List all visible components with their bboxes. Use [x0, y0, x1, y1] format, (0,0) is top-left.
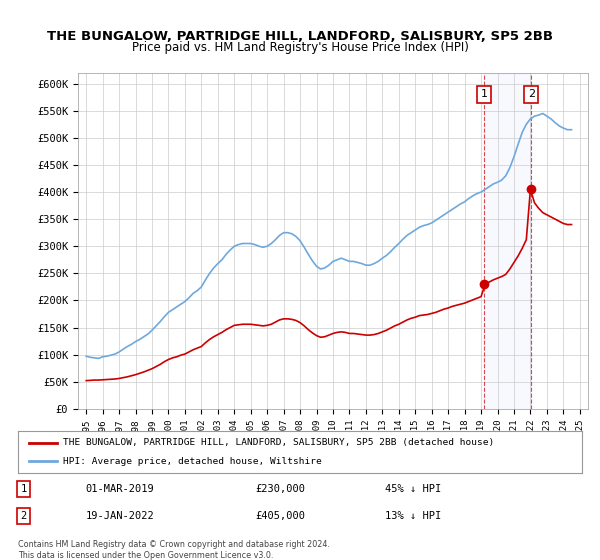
Text: £405,000: £405,000	[255, 511, 305, 521]
Text: THE BUNGALOW, PARTRIDGE HILL, LANDFORD, SALISBURY, SP5 2BB: THE BUNGALOW, PARTRIDGE HILL, LANDFORD, …	[47, 30, 553, 43]
Text: 19-JAN-2022: 19-JAN-2022	[86, 511, 154, 521]
Text: Contains HM Land Registry data © Crown copyright and database right 2024.
This d: Contains HM Land Registry data © Crown c…	[18, 540, 330, 560]
Text: Price paid vs. HM Land Registry's House Price Index (HPI): Price paid vs. HM Land Registry's House …	[131, 41, 469, 54]
Text: 1: 1	[481, 90, 487, 100]
Text: 13% ↓ HPI: 13% ↓ HPI	[385, 511, 441, 521]
Text: 2: 2	[20, 511, 27, 521]
Text: £230,000: £230,000	[255, 484, 305, 494]
Text: 1: 1	[20, 484, 27, 494]
Text: 2: 2	[527, 90, 535, 100]
Text: HPI: Average price, detached house, Wiltshire: HPI: Average price, detached house, Wilt…	[63, 457, 322, 466]
Bar	[484, 73, 531, 409]
Text: THE BUNGALOW, PARTRIDGE HILL, LANDFORD, SALISBURY, SP5 2BB (detached house): THE BUNGALOW, PARTRIDGE HILL, LANDFORD, …	[63, 438, 494, 447]
Text: 45% ↓ HPI: 45% ↓ HPI	[385, 484, 441, 494]
Text: 01-MAR-2019: 01-MAR-2019	[86, 484, 154, 494]
